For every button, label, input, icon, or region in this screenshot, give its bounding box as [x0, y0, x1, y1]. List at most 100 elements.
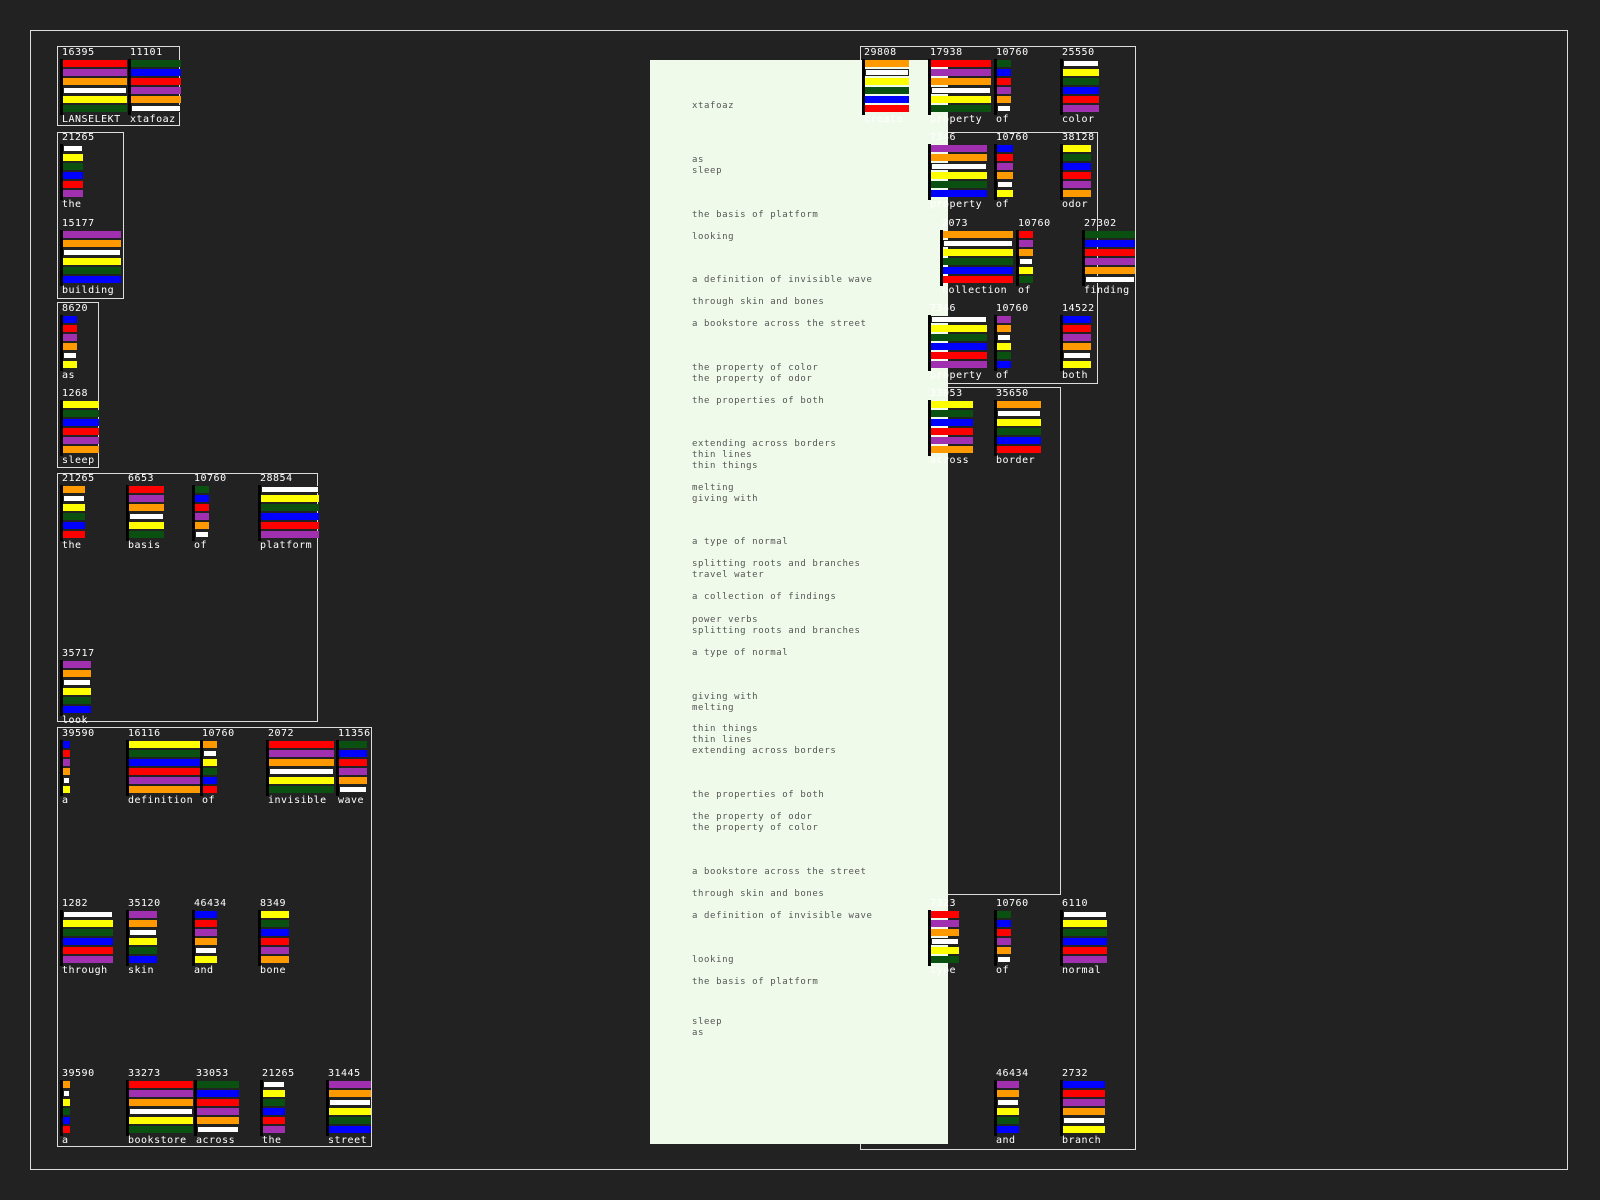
word-block: 16116 definition — [126, 728, 202, 806]
word-block: 11101 xtafoaz — [128, 47, 182, 125]
color-bar — [129, 920, 157, 927]
word-block: 6653 basis — [126, 473, 165, 551]
bar-stem — [994, 1080, 997, 1136]
bar-stem — [60, 1080, 63, 1136]
color-bar — [943, 249, 1013, 256]
color-bar — [931, 401, 973, 408]
word-label: property — [930, 370, 983, 381]
word-block: 21265 the — [60, 132, 94, 210]
word-label: the — [62, 199, 82, 210]
color-bar — [339, 768, 367, 775]
word-count: 14522 — [1062, 303, 1095, 314]
panel-line: through skin and bones — [692, 297, 825, 307]
color-bar — [997, 145, 1013, 152]
color-bar — [1063, 190, 1091, 197]
color-bar — [203, 750, 217, 757]
bar-stem — [994, 315, 997, 371]
color-bar — [339, 777, 367, 784]
word-block: 10760 of — [200, 728, 234, 806]
color-bar — [63, 446, 99, 453]
word-block: 7323 type — [928, 898, 960, 976]
word-count: 2072 — [268, 728, 295, 739]
word-label: of — [202, 795, 216, 806]
word-label: odor — [1062, 199, 1089, 210]
color-bar — [63, 1090, 70, 1097]
panel-line: the property of odor — [692, 374, 813, 384]
color-bar — [1019, 249, 1033, 256]
color-bar — [931, 325, 987, 332]
color-bar — [1063, 1126, 1105, 1133]
word-label: normal — [1062, 965, 1102, 976]
color-bar — [63, 947, 113, 954]
color-bar — [1063, 78, 1099, 85]
word-count: 33053 — [196, 1068, 229, 1079]
word-block: 14522 both — [1060, 303, 1095, 381]
color-bar — [1063, 69, 1099, 76]
word-count: 21265 — [262, 1068, 295, 1079]
color-bar — [1019, 240, 1033, 247]
panel-line: giving with — [692, 494, 759, 504]
color-bar — [129, 947, 157, 954]
word-count: 10760 — [996, 47, 1029, 58]
color-bar — [1085, 276, 1135, 283]
bar-stem — [126, 485, 129, 541]
color-bar — [129, 513, 164, 520]
color-bar — [261, 513, 319, 520]
color-bar — [931, 96, 991, 103]
color-bar — [63, 361, 77, 368]
color-bar — [1063, 145, 1091, 152]
panel-line: a definition of invisible wave — [692, 911, 873, 921]
color-bar — [997, 437, 1041, 444]
color-bar — [63, 249, 121, 256]
color-bar — [1063, 105, 1099, 112]
color-bar — [261, 929, 289, 936]
bar-stem — [192, 910, 195, 966]
color-bar — [269, 786, 334, 793]
color-bar — [931, 334, 987, 341]
color-bar — [63, 661, 91, 668]
color-bar — [195, 938, 217, 945]
color-bar — [943, 231, 1013, 238]
word-count: 10760 — [996, 132, 1029, 143]
word-label: street — [328, 1135, 368, 1146]
color-bar — [1019, 267, 1033, 274]
word-block: 2072 invisible — [266, 728, 335, 806]
color-bar — [129, 1099, 193, 1106]
word-count: 15177 — [62, 218, 95, 229]
color-bar — [63, 920, 113, 927]
bar-stem — [1060, 315, 1063, 371]
word-label: bookstore — [128, 1135, 187, 1146]
panel-line: thin lines — [692, 450, 753, 460]
color-bar — [1063, 163, 1091, 170]
color-bar — [195, 495, 209, 502]
bar-stem — [60, 315, 63, 371]
word-block: 6110 normal — [1060, 898, 1108, 976]
color-bar — [1019, 231, 1033, 238]
panel-line: splitting roots and branches — [692, 559, 861, 569]
color-bar — [197, 1090, 239, 1097]
panel-line: the basis of platform — [692, 977, 819, 987]
color-bar — [197, 1099, 239, 1106]
word-block: 2073 collection — [940, 218, 1014, 296]
group-box — [57, 132, 124, 299]
canvas-frame — [30, 30, 1568, 1170]
bar-stem — [1060, 1080, 1063, 1136]
color-bar — [997, 181, 1013, 188]
panel-line: thin lines — [692, 735, 753, 745]
word-count: 39590 — [62, 1068, 95, 1079]
panel-line: thin things — [692, 461, 759, 471]
word-label: definition — [128, 795, 194, 806]
color-bar — [997, 410, 1041, 417]
color-bar — [931, 190, 987, 197]
word-count: 6653 — [128, 473, 155, 484]
color-bar — [63, 105, 127, 112]
word-count: 1282 — [62, 898, 89, 909]
color-bar — [997, 163, 1013, 170]
word-count: 21265 — [62, 473, 95, 484]
color-bar — [203, 777, 217, 784]
color-bar — [997, 947, 1011, 954]
color-bar — [261, 531, 319, 538]
color-bar — [63, 697, 91, 704]
panel-line: xtafoaz — [692, 101, 735, 111]
word-block: 21265 the — [60, 473, 94, 551]
